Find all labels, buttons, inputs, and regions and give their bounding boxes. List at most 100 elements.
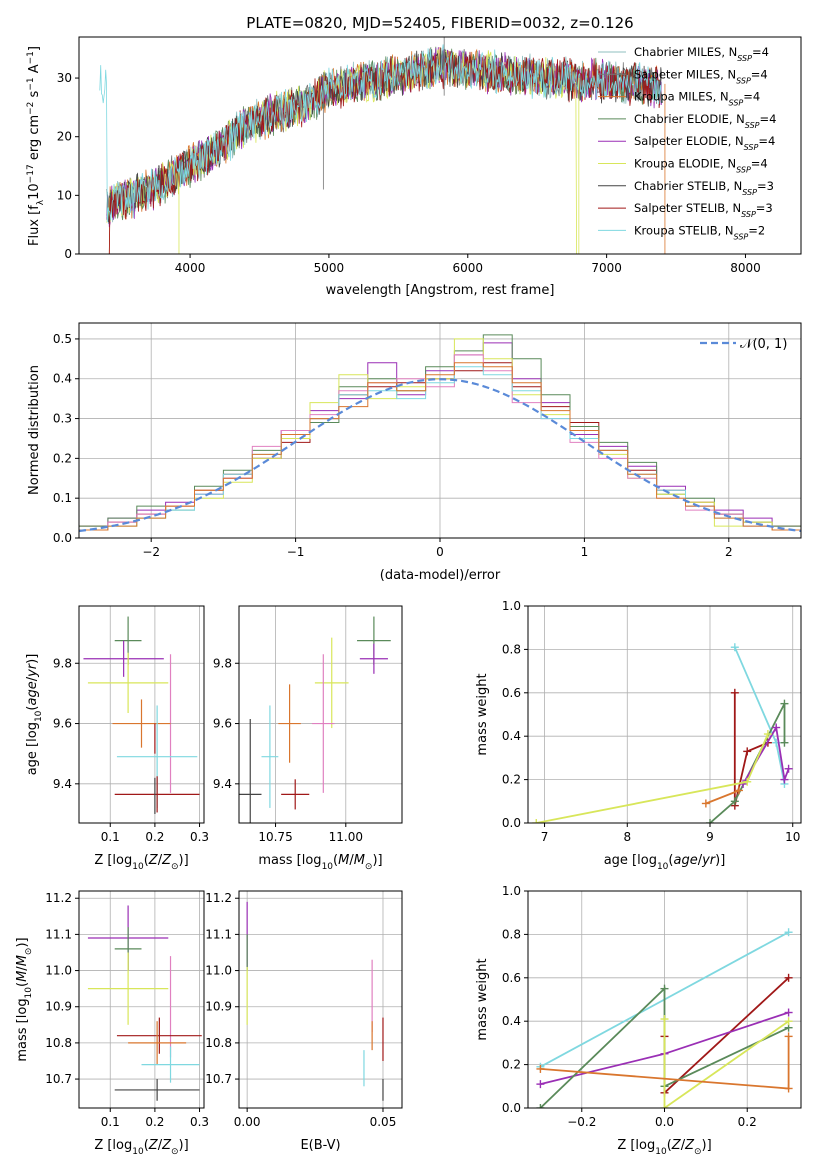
z-mass-axes: 0.1 0.2 0.3 10.7 10.8 10.9 11.0 11.1 11.2 — [45, 891, 209, 1129]
age-weight-axes: 7 8 9 10 0.0 0.2 0.4 0.6 0.8 1.0 — [502, 599, 801, 844]
age-weight-series-4 — [536, 733, 769, 823]
z-age-points — [83, 616, 200, 814]
label-part: ⊙ — [171, 862, 179, 872]
label-part: )] — [179, 853, 189, 868]
spectrum-axes: 4000 5000 6000 7000 8000 0 10 20 30 — [57, 71, 761, 275]
x-tick-label: 0.3 — [190, 1115, 209, 1129]
spectrum-xlabel: wavelength [Angstrom, rest frame] — [326, 283, 555, 298]
label-part: age — [25, 681, 40, 705]
z-weight-series-4 — [663, 1019, 790, 1108]
y-tick-label: 10.9 — [205, 1000, 232, 1014]
axes-frame — [527, 890, 802, 1109]
legend-text: =2 — [748, 223, 765, 237]
label-part: ( — [667, 1138, 672, 1153]
y-tick-label: 0.4 — [502, 729, 521, 743]
label-part: / — [681, 1138, 686, 1153]
x-tick-label: −1 — [287, 545, 305, 559]
spectrum-lines — [99, 37, 666, 254]
legend-sub: SSP — [742, 187, 757, 196]
age-weight-xlabel: age [log10(age/yr)] — [604, 853, 726, 872]
x-tick-label: 9 — [706, 830, 714, 844]
label-part: / — [698, 853, 703, 868]
label-part: Z — [671, 1138, 682, 1153]
legend-text: Chabrier ELODIE, N — [634, 112, 745, 126]
legend-text: Chabrier STELIB, N — [634, 179, 742, 193]
y-tick-label: 0.4 — [53, 372, 72, 386]
x-tick-label: 5000 — [314, 261, 345, 275]
y-tick-label: 9.4 — [53, 777, 72, 791]
label-part: Z [log — [94, 853, 132, 868]
x-tick-label: −0.2 — [567, 1115, 596, 1129]
label-part: / — [25, 676, 40, 681]
legend-text: =4 — [758, 134, 775, 148]
axes-frame — [238, 605, 403, 824]
legend-text: =3 — [757, 179, 774, 193]
label-part: Z — [161, 1138, 172, 1153]
legend-text: =4 — [760, 112, 777, 126]
y-tick-label: 0.8 — [502, 642, 521, 656]
y-tick-label: 0.6 — [502, 686, 521, 700]
legend-label: Chabrier ELODIE, NSSP=4 — [634, 112, 776, 129]
y-tick-label: 0.6 — [502, 971, 521, 985]
ebv-mass-axes: 0.00 0.05 10.7 10.8 10.9 11.0 11.1 11.2 — [205, 891, 402, 1129]
legend-text: Salpeter STELIB, N — [634, 201, 741, 215]
label-part: 10 — [657, 862, 669, 872]
mass-age-xlabel: mass [log10(M/M⊙)] — [258, 853, 382, 872]
label-part: 10 — [132, 1147, 144, 1157]
y-tick-label: 0.0 — [53, 531, 72, 545]
label-part: −1 — [26, 77, 36, 90]
x-tick-label: 0.2 — [738, 1115, 757, 1129]
label-part: M — [338, 853, 349, 868]
y-tick-label: 9.8 — [213, 656, 232, 670]
label-part: age [log — [25, 722, 40, 775]
x-tick-label: 0.1 — [101, 1115, 120, 1129]
y-tick-label: 11.1 — [205, 927, 232, 941]
label-part: yr — [701, 853, 717, 868]
x-tick-label: 1 — [581, 545, 589, 559]
label-part: erg cm — [27, 115, 42, 164]
y-tick-label: 0.1 — [53, 491, 72, 505]
label-part: −17 — [26, 164, 36, 183]
y-tick-label: 0.2 — [502, 773, 521, 787]
y-tick-label: 0.8 — [502, 927, 521, 941]
label-part: ( — [668, 853, 673, 868]
label-part: −1 — [26, 51, 36, 64]
label-part: λ — [36, 199, 46, 205]
y-tick-label: 10.7 — [45, 1072, 72, 1086]
legend-text: Kroupa STELIB, N — [634, 223, 734, 237]
axes-frame — [78, 322, 802, 539]
label-part: 10 — [655, 1147, 667, 1157]
x-tick-label: 7000 — [591, 261, 622, 275]
age-weight-series-5 — [705, 789, 740, 805]
y-tick-label: 10.8 — [45, 1036, 72, 1050]
label-part: A — [27, 64, 42, 77]
age-weight-lines — [532, 643, 793, 823]
y-tick-label: 1.0 — [502, 599, 521, 613]
label-part: ( — [144, 853, 149, 868]
y-tick-label: 0.2 — [502, 1058, 521, 1072]
legend-text: =4 — [751, 67, 768, 81]
label-part: 10 — [132, 862, 144, 872]
y-tick-label: 0.0 — [502, 1101, 521, 1115]
axes-frame — [78, 605, 205, 824]
label-part: ] — [27, 46, 42, 51]
legend-label: Salpeter ELODIE, NSSP=4 — [634, 134, 775, 152]
legend-text: Chabrier MILES, N — [634, 45, 737, 59]
label-part: age [log — [604, 853, 657, 868]
x-tick-label: 0 — [436, 545, 444, 559]
axes-frame — [78, 36, 802, 255]
label-part: ⊙ — [694, 1147, 702, 1157]
spectrum-ylabel: Flux [fλ10−17 erg cm−2 s−1 A−1] — [26, 46, 46, 246]
x-tick-label: 7 — [541, 830, 549, 844]
legend-label: Salpeter STELIB, NSSP=3 — [634, 201, 773, 219]
legend-text: =3 — [756, 201, 773, 215]
label-part: ( — [15, 982, 30, 987]
label-part: 10 — [322, 862, 334, 872]
label-part: ( — [25, 706, 40, 711]
label-part: )] — [15, 937, 30, 947]
y-tick-label: 9.6 — [53, 717, 72, 731]
mass-age-axes: 10.75 11.00 9.4 9.6 9.8 — [213, 606, 402, 844]
legend-text: =4 — [751, 157, 768, 171]
label-part: 10 — [27, 183, 42, 200]
